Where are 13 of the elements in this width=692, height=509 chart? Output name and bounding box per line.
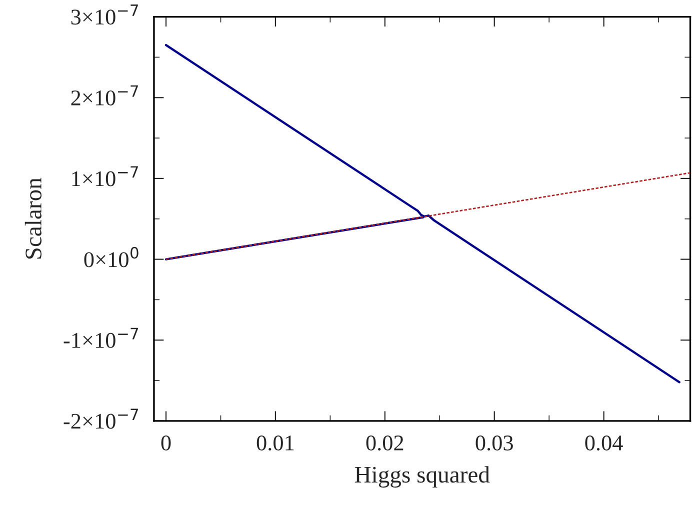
x-tick-label: 0.02 <box>366 435 404 451</box>
x-tick-label: 0.01 <box>256 435 294 451</box>
y-tick-label: -2×10$^{−7}$ <box>64 408 138 429</box>
y-axis-title: Scalaron <box>24 178 42 259</box>
x-tick-label: 0 <box>161 435 171 450</box>
y-tick-label: 1×10$^{−7}$ <box>72 166 138 186</box>
y-tick-label: 0×10$^{0}$ <box>84 246 138 268</box>
y-tick-label: 2×10$^{−7}$ <box>71 85 138 106</box>
x-tick-label: 0.03 <box>476 435 513 451</box>
y-tick-label: 3×10$^{−7}$ <box>71 4 138 25</box>
x-tick-label: 0.04 <box>585 435 623 451</box>
y-tick-label: -1×10$^{−7}$ <box>64 328 138 348</box>
x-axis-title: Higgs squared <box>354 466 490 488</box>
